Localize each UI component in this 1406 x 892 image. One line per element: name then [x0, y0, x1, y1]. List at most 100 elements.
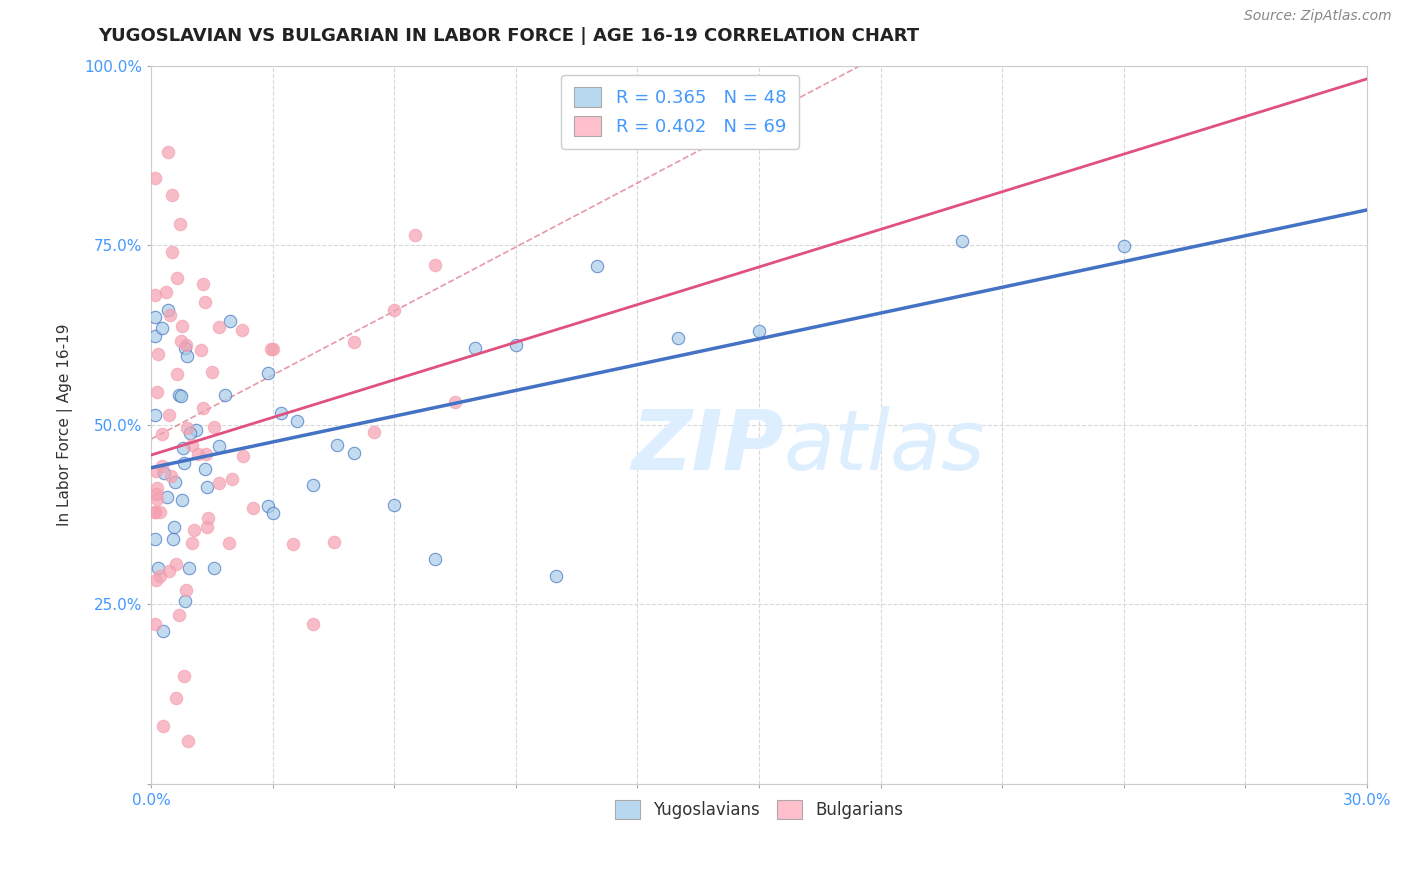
Point — [145, 408, 167, 422]
Point — [194, 447, 217, 461]
Point — [194, 462, 217, 476]
Point — [177, 561, 200, 575]
Point — [145, 505, 167, 519]
Point — [148, 561, 170, 575]
Point — [285, 414, 308, 428]
Point — [169, 217, 191, 231]
Point — [174, 583, 197, 598]
Point — [384, 303, 406, 318]
Point — [149, 568, 172, 582]
Point — [183, 523, 205, 537]
Text: YUGOSLAVIAN VS BULGARIAN IN LABOR FORCE | AGE 16-19 CORRELATION CHART: YUGOSLAVIAN VS BULGARIAN IN LABOR FORCE … — [98, 27, 920, 45]
Point — [145, 505, 167, 519]
Point — [363, 425, 385, 440]
Point — [281, 537, 304, 551]
Point — [165, 690, 187, 705]
Point — [257, 499, 280, 513]
Point — [173, 669, 195, 683]
Point — [145, 487, 167, 501]
Point — [145, 617, 167, 632]
Point — [242, 500, 264, 515]
Point — [505, 337, 527, 351]
Point — [586, 260, 609, 274]
Point — [666, 330, 689, 344]
Point — [145, 170, 167, 185]
Point — [152, 719, 174, 733]
Y-axis label: In Labor Force | Age 16-19: In Labor Force | Age 16-19 — [58, 324, 73, 526]
Legend: Yugoslavians, Bulgarians: Yugoslavians, Bulgarians — [609, 794, 910, 826]
Point — [444, 395, 467, 409]
Point — [163, 520, 186, 534]
Point — [1112, 239, 1135, 253]
Point — [155, 285, 177, 300]
Point — [148, 346, 170, 360]
Point — [174, 341, 197, 355]
Point — [145, 288, 167, 302]
Point — [179, 426, 201, 441]
Point — [145, 329, 167, 343]
Point — [169, 389, 191, 403]
Point — [176, 349, 198, 363]
Point — [162, 533, 184, 547]
Point — [202, 560, 225, 574]
Text: Source: ZipAtlas.com: Source: ZipAtlas.com — [1244, 9, 1392, 23]
Point — [176, 421, 198, 435]
Point — [173, 456, 195, 470]
Point — [166, 367, 188, 381]
Point — [197, 510, 219, 524]
Point — [170, 334, 193, 348]
Point — [172, 441, 194, 455]
Point — [404, 227, 426, 242]
Point — [219, 314, 242, 328]
Point — [146, 491, 169, 506]
Point — [221, 472, 243, 486]
Point — [160, 187, 183, 202]
Point — [146, 384, 169, 399]
Point — [145, 464, 167, 478]
Point — [181, 438, 204, 452]
Point — [167, 607, 190, 622]
Point — [546, 569, 568, 583]
Point — [157, 408, 180, 422]
Point — [423, 551, 446, 566]
Point — [260, 342, 283, 356]
Point — [166, 271, 188, 285]
Point — [177, 733, 200, 747]
Point — [159, 308, 181, 322]
Point — [201, 365, 224, 379]
Point — [322, 534, 344, 549]
Point — [187, 447, 209, 461]
Point — [156, 303, 179, 318]
Point — [302, 617, 325, 632]
Point — [174, 593, 197, 607]
Point — [190, 343, 212, 358]
Point — [326, 438, 349, 452]
Text: atlas: atlas — [783, 406, 986, 487]
Point — [748, 325, 770, 339]
Point — [343, 334, 366, 349]
Point — [262, 506, 284, 520]
Point — [270, 406, 292, 420]
Point — [231, 323, 253, 337]
Point — [146, 481, 169, 495]
Point — [150, 427, 173, 442]
Point — [191, 277, 214, 291]
Point — [214, 387, 236, 401]
Point — [153, 466, 176, 480]
Point — [162, 244, 184, 259]
Point — [160, 469, 183, 483]
Point — [184, 424, 207, 438]
Point — [384, 498, 406, 512]
Point — [208, 320, 231, 334]
Point — [174, 338, 197, 352]
Point — [464, 341, 486, 355]
Point — [163, 475, 186, 490]
Point — [302, 477, 325, 491]
Point — [145, 574, 167, 588]
Point — [170, 492, 193, 507]
Point — [218, 536, 240, 550]
Text: ZIP: ZIP — [631, 406, 783, 487]
Point — [181, 536, 204, 550]
Point — [148, 505, 170, 519]
Point — [145, 532, 167, 546]
